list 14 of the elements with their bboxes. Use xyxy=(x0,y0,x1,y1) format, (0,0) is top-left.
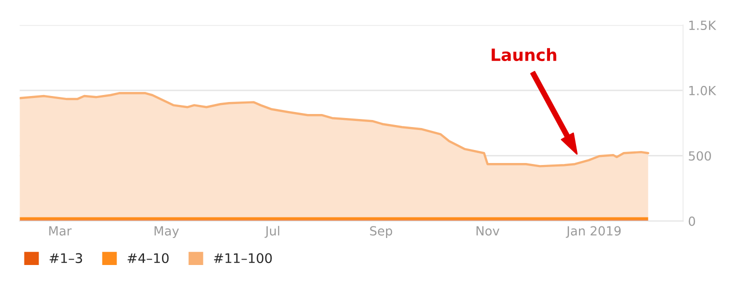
legend-label: #4–10 xyxy=(128,253,169,264)
y-tick-label: 1.0K xyxy=(689,86,716,96)
annotation: Launch xyxy=(492,48,556,62)
legend-label: #1–3 xyxy=(50,253,82,264)
x-tick-label: Nov xyxy=(476,226,500,236)
legend-label: #11–100 xyxy=(214,253,272,264)
y-tick-label: 0 xyxy=(688,216,696,226)
y-tick-label: 1.5K xyxy=(689,20,716,30)
x-tick-label: Sep xyxy=(370,226,392,238)
x-tick-label: Jan 2019 xyxy=(566,226,621,238)
x-tick-label: Mar xyxy=(49,226,72,236)
x-tick-label: Jul xyxy=(264,226,280,238)
x-tick-label: May xyxy=(154,226,179,238)
y-tick-label: 500 xyxy=(688,151,711,161)
